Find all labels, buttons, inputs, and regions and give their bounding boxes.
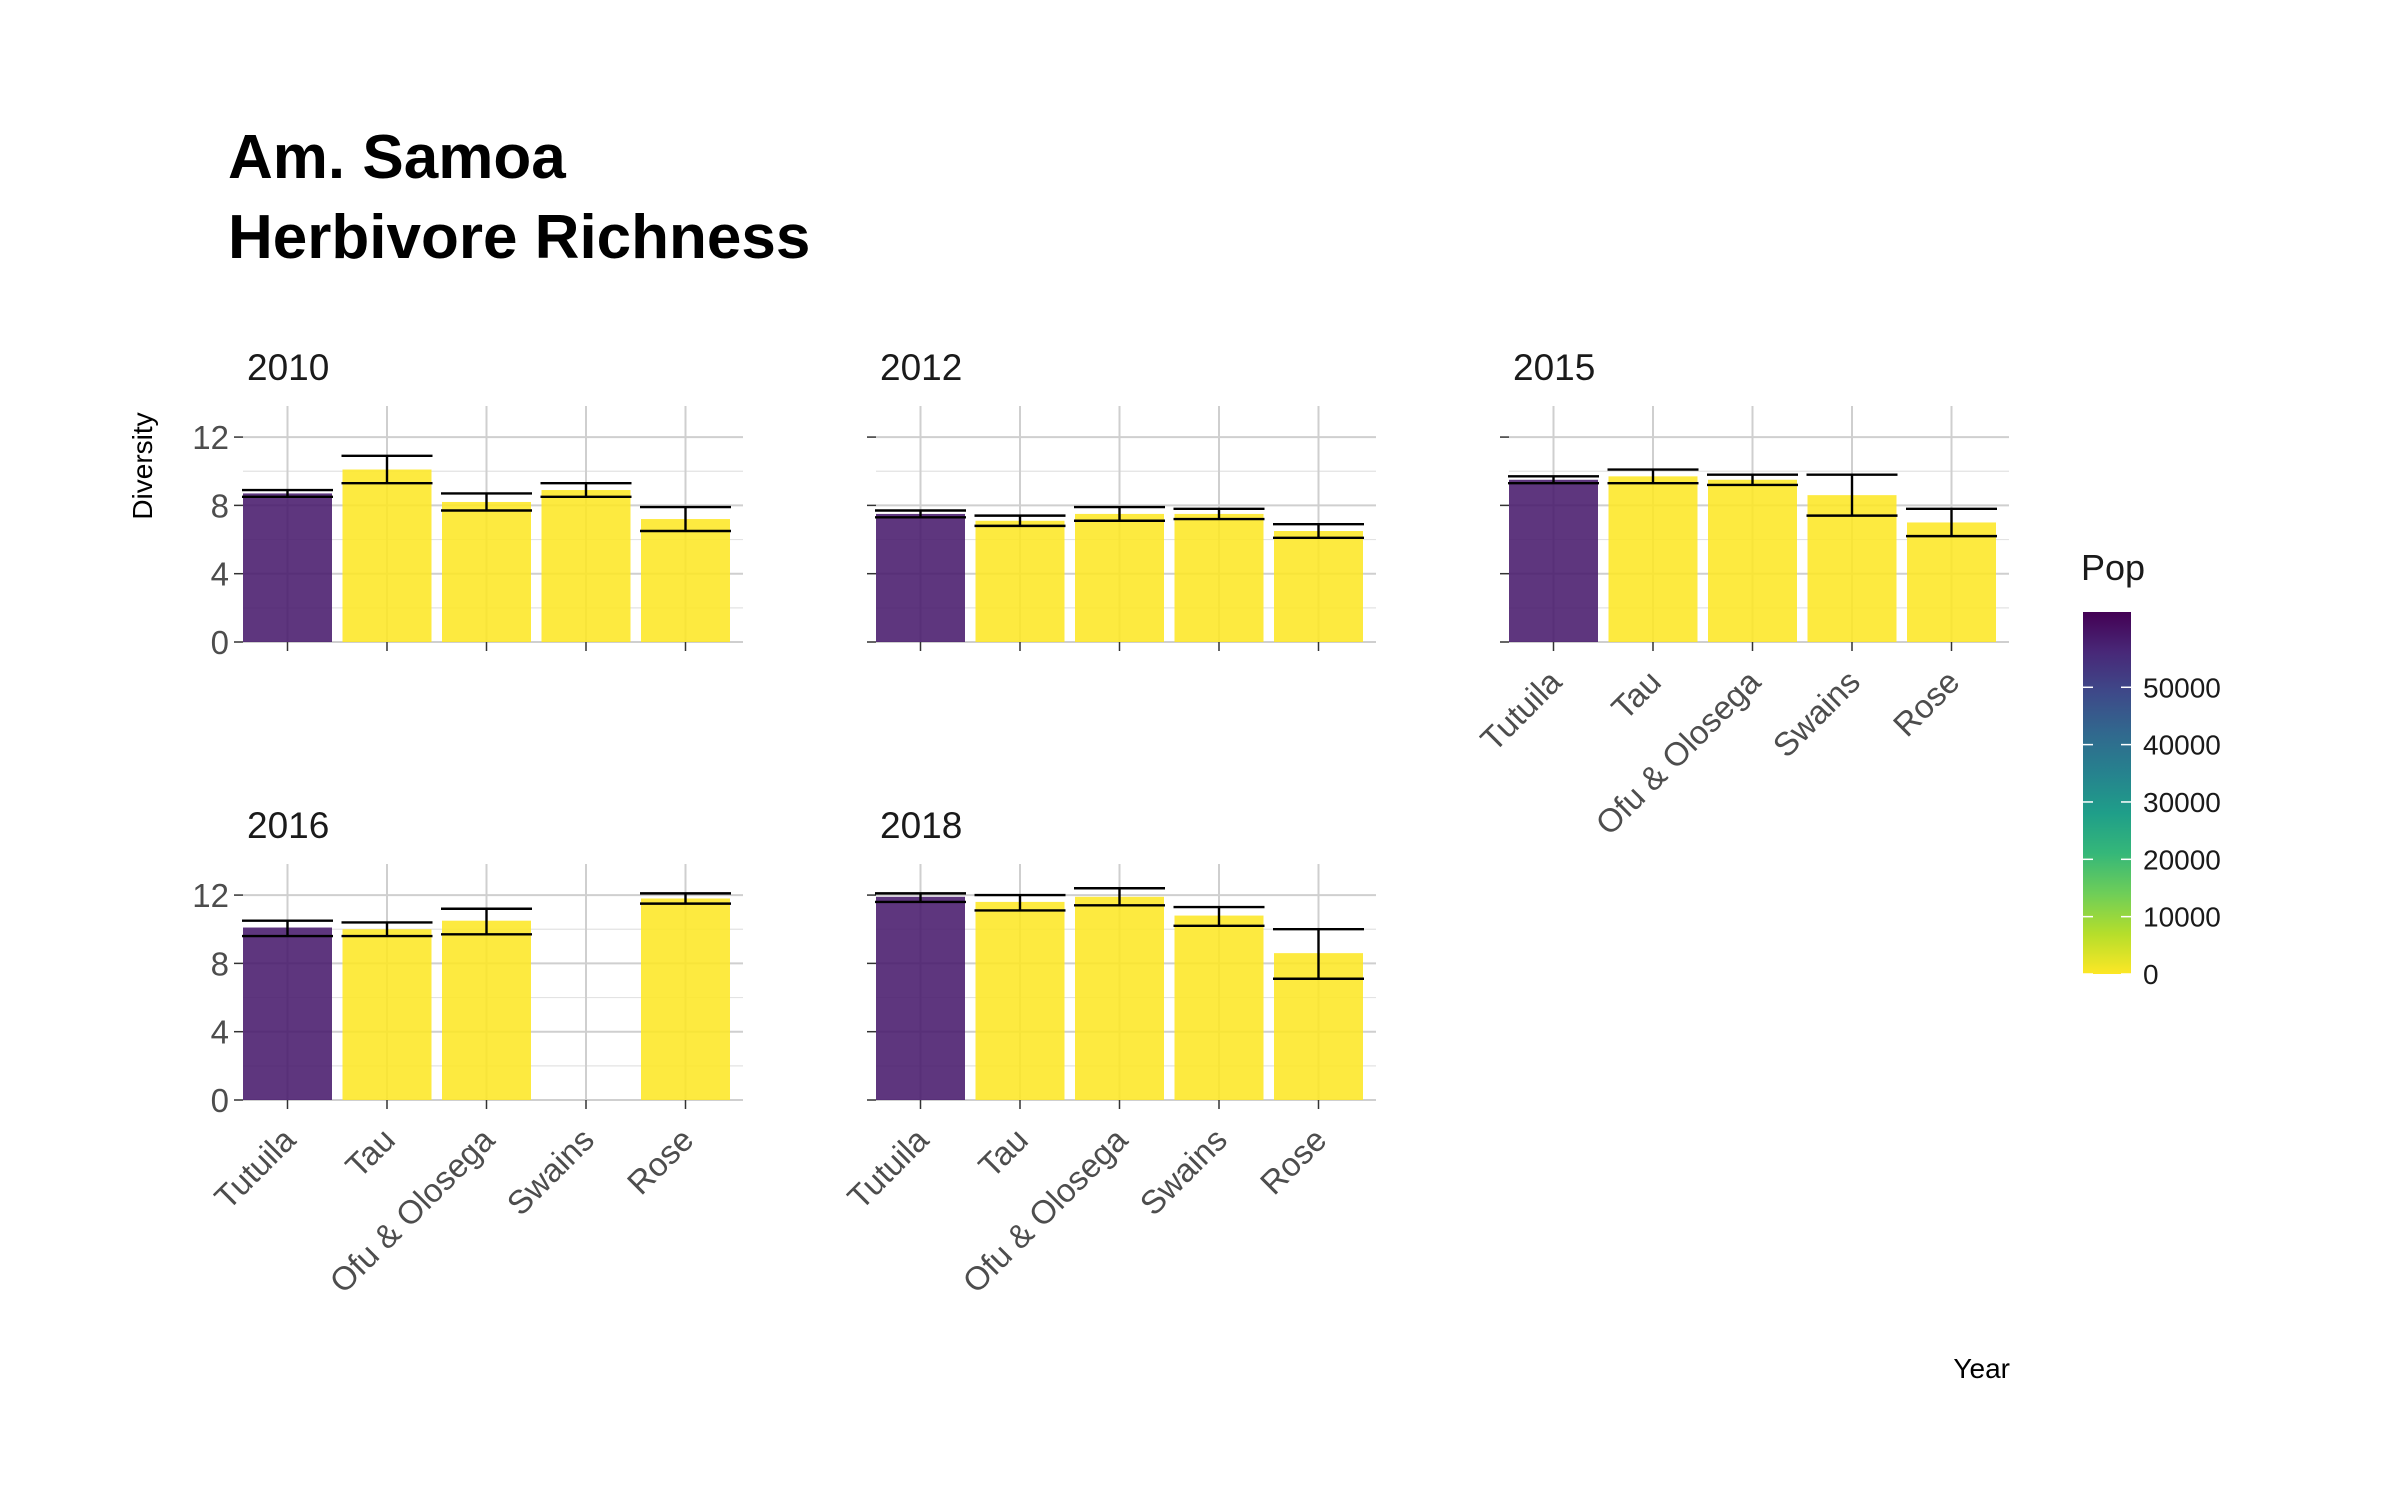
bar-panel-2012-swains [1174, 513, 1264, 642]
panel-2010-label: 2010 [247, 347, 329, 388]
error-bar-panel-2018-tutuila [875, 892, 966, 904]
legend-tick-label: 30000 [2143, 787, 2221, 818]
bar-panel-2016-tutuila [243, 927, 332, 1100]
error-bar-panel-2010-tutuila [242, 488, 333, 499]
x-tick-label-tutuila: Tutuila [207, 1120, 303, 1216]
panel-2018-label: 2018 [880, 805, 962, 846]
bar-panel-2016-tau [342, 929, 432, 1100]
error-bar-panel-2018-rose [1273, 928, 1364, 980]
x-axis-title: Year [1953, 1353, 2010, 1384]
x-tick-label-swains: Swains [1133, 1121, 1234, 1222]
chart-title-line-1: Am. Samoa [228, 123, 566, 192]
panel-2012-label: 2012 [880, 347, 962, 388]
error-bar-panel-2012-tutuila [875, 509, 966, 519]
bar-panel-2012-rose [1274, 531, 1363, 642]
bar-panel-2010-swains [541, 490, 631, 642]
bar-panel-2015-ofu-and-olosega [1708, 479, 1797, 642]
bar-panel-2012-tutuila [876, 513, 965, 642]
error-bar-panel-2010-tau [341, 454, 433, 485]
error-bar-panel-2012-rose [1273, 522, 1364, 540]
bar-panel-2015-swains [1807, 495, 1897, 642]
bar-panel-2018-tutuila [876, 896, 965, 1100]
error-bar-panel-2012-swains [1173, 507, 1265, 521]
bar-panel-2012-tau [975, 520, 1065, 642]
x-tick-label-tau: Tau [1604, 663, 1668, 727]
x-tick-label-tau: Tau [338, 1121, 402, 1185]
error-bar-panel-2016-ofu-and-olosega [441, 907, 532, 936]
y-tick-label: 12 [192, 877, 229, 914]
chart-title-line-2: Herbivore Richness [228, 203, 810, 272]
error-bar-panel-2015-swains [1806, 473, 1898, 517]
x-tick-label-swains: Swains [1766, 663, 1867, 764]
error-bar-panel-2018-ofu-and-olosega [1074, 887, 1165, 907]
y-tick-label: 12 [192, 419, 229, 456]
error-bar-panel-2015-ofu-and-olosega [1707, 473, 1798, 487]
panel-2012: 2012 [867, 347, 1376, 651]
y-axis-title: Diversity [127, 412, 158, 519]
error-bar-panel-2016-rose [640, 892, 731, 905]
y-tick-label: 8 [211, 487, 229, 524]
y-tick-label: 0 [211, 1082, 229, 1119]
error-bar-panel-2018-swains [1173, 905, 1265, 928]
panel-2016-label: 2016 [247, 805, 329, 846]
bar-panel-2010-rose [641, 519, 730, 642]
y-tick-label: 0 [211, 624, 229, 661]
bar-panel-2015-tau [1608, 476, 1698, 642]
bar-panel-2018-swains [1174, 915, 1264, 1100]
legend-tick-label: 10000 [2143, 902, 2221, 933]
error-bar-panel-2015-rose [1906, 507, 1997, 538]
y-tick-label: 4 [211, 556, 229, 593]
x-tick-label-rose: Rose [1253, 1121, 1334, 1202]
x-tick-label-tau: Tau [971, 1121, 1035, 1185]
legend-title: Pop [2081, 547, 2145, 588]
error-bar-panel-2018-tau [974, 893, 1066, 912]
bar-panel-2010-tau [342, 469, 432, 642]
bar-panel-2010-tutuila [243, 493, 332, 642]
bar-panel-2015-rose [1907, 522, 1996, 642]
y-tick-label: 8 [211, 945, 229, 982]
x-tick-label-rose: Rose [1886, 663, 1967, 744]
error-bar-panel-2010-swains [540, 481, 632, 499]
legend-ticks: 0 10000 20000 30000 40000 50000 [2083, 672, 2221, 990]
bar-panel-2012-ofu-and-olosega [1075, 513, 1164, 642]
legend-colorbar [2083, 612, 2131, 974]
error-bar-panel-2010-rose [640, 505, 731, 533]
panel-2010: 2010 0 4 8 12 [192, 347, 743, 661]
x-tick-label-swains: Swains [500, 1121, 601, 1222]
bar-panel-2010-ofu-and-olosega [442, 501, 531, 642]
legend-tick-label: 40000 [2143, 730, 2221, 761]
bar-panel-2016-ofu-and-olosega [442, 920, 531, 1100]
x-tick-label-tutuila: Tutuila [840, 1120, 936, 1216]
y-tick-label: 4 [211, 1014, 229, 1051]
x-tick-label-rose: Rose [620, 1121, 701, 1202]
legend-tick-label: 0 [2143, 959, 2159, 990]
error-bar-panel-2012-tau [974, 514, 1066, 528]
error-bar-panel-2015-tutuila [1508, 475, 1599, 485]
error-bar-panel-2016-tutuila [242, 919, 333, 938]
error-bar-panel-2012-ofu-and-olosega [1074, 505, 1165, 522]
error-bar-panel-2015-tau [1607, 468, 1699, 485]
bar-panel-2018-tau [975, 901, 1065, 1100]
error-bar-panel-2016-tau [341, 921, 433, 938]
error-bar-panel-2010-ofu-and-olosega [441, 492, 532, 512]
x-tick-label-tutuila: Tutuila [1473, 662, 1569, 758]
panel-2015-label: 2015 [1513, 347, 1595, 388]
legend-tick-label: 20000 [2143, 844, 2221, 875]
bar-panel-2018-ofu-and-olosega [1075, 896, 1164, 1100]
bar-panel-2016-rose [641, 898, 730, 1100]
bar-panel-2015-tutuila [1509, 479, 1598, 642]
legend-tick-label: 50000 [2143, 672, 2221, 703]
pop-legend: Pop 0 10000 20000 30000 40000 50000 [2081, 547, 2221, 990]
